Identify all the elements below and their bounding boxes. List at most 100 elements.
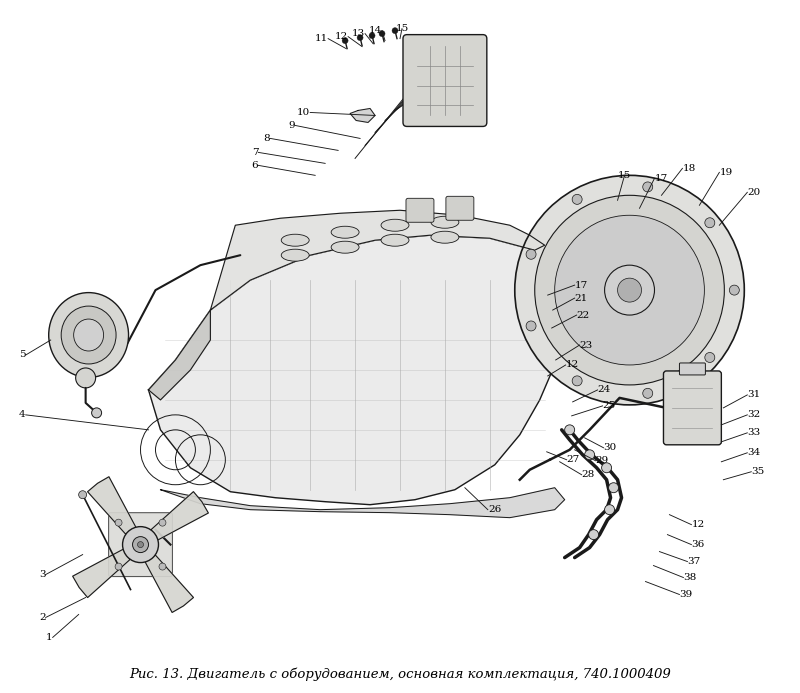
Text: 18: 18 — [682, 164, 696, 173]
Circle shape — [369, 33, 375, 39]
Text: 24: 24 — [598, 385, 611, 394]
Text: 22: 22 — [577, 310, 590, 319]
Text: 23: 23 — [580, 340, 593, 349]
Text: 1: 1 — [46, 633, 53, 642]
Circle shape — [705, 353, 715, 362]
Text: 12: 12 — [691, 520, 705, 529]
Ellipse shape — [61, 306, 116, 364]
Text: 11: 11 — [315, 34, 328, 43]
Text: 2: 2 — [39, 613, 46, 622]
Text: 17: 17 — [654, 174, 668, 183]
Polygon shape — [151, 491, 208, 540]
Circle shape — [730, 285, 739, 295]
Circle shape — [526, 249, 536, 259]
Text: 12: 12 — [335, 32, 348, 41]
Ellipse shape — [74, 319, 103, 351]
Circle shape — [642, 182, 653, 192]
Polygon shape — [149, 310, 210, 400]
Text: 28: 28 — [582, 471, 595, 480]
Circle shape — [159, 519, 166, 526]
Text: 17: 17 — [574, 281, 588, 290]
Circle shape — [705, 218, 715, 228]
Text: 25: 25 — [602, 401, 616, 410]
Text: 9: 9 — [289, 121, 295, 130]
Text: 19: 19 — [719, 168, 733, 177]
Polygon shape — [210, 210, 545, 310]
Circle shape — [138, 542, 143, 547]
Circle shape — [585, 450, 594, 459]
Text: 8: 8 — [264, 134, 270, 143]
Polygon shape — [540, 260, 560, 320]
Text: 6: 6 — [252, 161, 258, 170]
Circle shape — [605, 265, 654, 315]
Ellipse shape — [282, 249, 309, 261]
Text: 20: 20 — [747, 188, 761, 197]
Text: 30: 30 — [603, 444, 617, 453]
Ellipse shape — [431, 216, 459, 228]
Ellipse shape — [331, 226, 359, 238]
Text: 34: 34 — [747, 448, 761, 457]
Text: 38: 38 — [683, 573, 697, 582]
Circle shape — [602, 463, 611, 473]
Text: 5: 5 — [19, 351, 26, 360]
Text: 26: 26 — [488, 505, 501, 514]
Polygon shape — [161, 488, 565, 518]
Text: 36: 36 — [691, 540, 705, 549]
Text: 32: 32 — [747, 410, 761, 419]
Ellipse shape — [49, 292, 129, 378]
Text: 7: 7 — [252, 148, 258, 157]
Polygon shape — [73, 550, 130, 597]
Circle shape — [92, 408, 102, 418]
Circle shape — [565, 425, 574, 435]
Text: 14: 14 — [369, 26, 382, 35]
Circle shape — [392, 28, 398, 34]
Circle shape — [133, 536, 149, 552]
FancyBboxPatch shape — [403, 35, 487, 126]
Circle shape — [514, 175, 744, 405]
Text: 35: 35 — [751, 467, 765, 476]
Circle shape — [609, 483, 618, 493]
Text: 4: 4 — [19, 410, 26, 419]
Text: 29: 29 — [596, 456, 609, 465]
FancyBboxPatch shape — [679, 363, 706, 375]
Text: 3: 3 — [39, 570, 46, 579]
Ellipse shape — [282, 234, 309, 246]
Circle shape — [115, 519, 122, 526]
Polygon shape — [87, 477, 136, 534]
Text: 15: 15 — [618, 171, 631, 180]
Ellipse shape — [431, 231, 459, 243]
Circle shape — [534, 195, 724, 385]
Circle shape — [554, 216, 704, 365]
Circle shape — [572, 376, 582, 386]
Circle shape — [76, 368, 96, 388]
Polygon shape — [350, 109, 375, 123]
Circle shape — [159, 563, 166, 570]
Circle shape — [589, 529, 598, 540]
Text: Рис. 13. Двигатель с оборудованием, основная комплектация, 740.1000409: Рис. 13. Двигатель с оборудованием, осно… — [129, 667, 671, 681]
Text: 21: 21 — [574, 294, 588, 303]
Ellipse shape — [381, 234, 409, 246]
Text: 13: 13 — [352, 29, 365, 38]
Polygon shape — [149, 235, 570, 505]
Circle shape — [526, 321, 536, 331]
Text: 33: 33 — [747, 428, 761, 437]
Circle shape — [342, 37, 348, 44]
Circle shape — [115, 563, 122, 570]
Ellipse shape — [331, 241, 359, 253]
Circle shape — [379, 30, 385, 37]
Circle shape — [122, 527, 158, 563]
FancyBboxPatch shape — [109, 513, 173, 577]
FancyBboxPatch shape — [663, 371, 722, 445]
Text: 37: 37 — [687, 557, 701, 566]
FancyBboxPatch shape — [446, 196, 474, 220]
Polygon shape — [145, 555, 194, 613]
Circle shape — [605, 505, 614, 515]
Circle shape — [78, 491, 86, 499]
Text: 12: 12 — [566, 360, 579, 369]
Circle shape — [357, 35, 363, 41]
Text: 15: 15 — [395, 24, 409, 33]
Circle shape — [618, 278, 642, 302]
Text: 39: 39 — [679, 590, 693, 599]
Text: 10: 10 — [297, 108, 310, 117]
Circle shape — [642, 388, 653, 398]
